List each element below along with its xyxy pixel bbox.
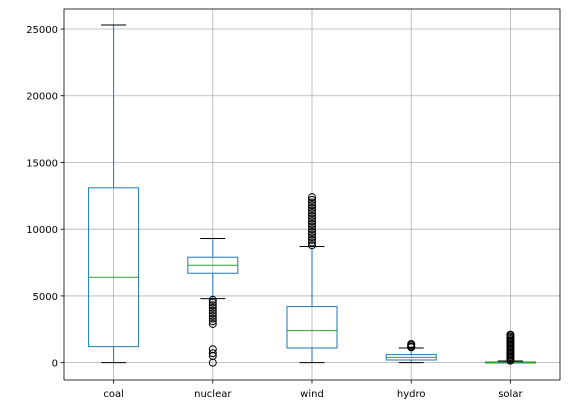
outlier-point: [308, 238, 316, 247]
y-tick-label: 5000: [33, 292, 58, 303]
box-coal: [88, 24, 140, 364]
box-wind: [286, 193, 338, 364]
box-nuclear: [187, 238, 239, 367]
outlier-point: [308, 195, 316, 204]
outlier-point: [308, 209, 316, 218]
grid-lines: [64, 9, 560, 380]
outlier-point: [308, 241, 316, 250]
iqr-box: [88, 187, 140, 348]
y-tick-label: 15000: [26, 158, 58, 169]
outlier-point: [407, 339, 416, 348]
outlier-point: [208, 303, 217, 312]
outlier-point: [208, 319, 217, 328]
outlier-point: [308, 230, 316, 239]
box-solar: [484, 330, 536, 365]
outlier-point: [208, 298, 217, 307]
outlier-point: [208, 306, 217, 315]
x-tick-label: coal: [103, 389, 124, 400]
outlier-point: [308, 193, 316, 202]
iqr-box: [286, 306, 338, 349]
outlier-point: [208, 309, 217, 318]
outlier-point: [308, 219, 316, 228]
outlier-point: [308, 211, 316, 220]
x-tick-label: nuclear: [194, 389, 232, 400]
outlier-point: [308, 217, 316, 226]
outlier-point: [208, 301, 217, 310]
outlier-point: [208, 311, 217, 320]
x-tick-label: solar: [498, 389, 523, 400]
outlier-point: [208, 358, 217, 367]
x-axis: coal nuclear wind hydro solar: [103, 380, 523, 400]
x-tick-label: hydro: [397, 389, 426, 400]
outlier-point: [208, 295, 217, 304]
y-tick-label: 0: [52, 359, 58, 370]
outlier-point: [208, 317, 217, 326]
y-tick-label: 10000: [26, 225, 58, 236]
outlier-point: [308, 198, 316, 207]
plot-frame: [63, 8, 561, 381]
x-tick-label: wind: [300, 389, 324, 400]
outlier-point: [308, 206, 316, 215]
outlier-point: [308, 235, 316, 244]
outlier-point: [308, 225, 316, 234]
y-tick-label: 25000: [26, 25, 58, 36]
box-hydro: [385, 339, 437, 364]
y-tick-label: 20000: [26, 92, 58, 103]
box-series: [88, 24, 536, 367]
outlier-point: [308, 203, 316, 212]
outlier-point: [308, 227, 316, 236]
outlier-point: [208, 349, 217, 358]
outlier-point: [506, 330, 515, 339]
y-axis: 0 5000 10000 15000 20000 25000: [26, 25, 64, 370]
outlier-point: [308, 201, 316, 210]
outlier-point: [308, 222, 316, 231]
outlier-point: [308, 214, 316, 223]
outlier-point: [208, 314, 217, 323]
outlier-point: [308, 233, 316, 242]
